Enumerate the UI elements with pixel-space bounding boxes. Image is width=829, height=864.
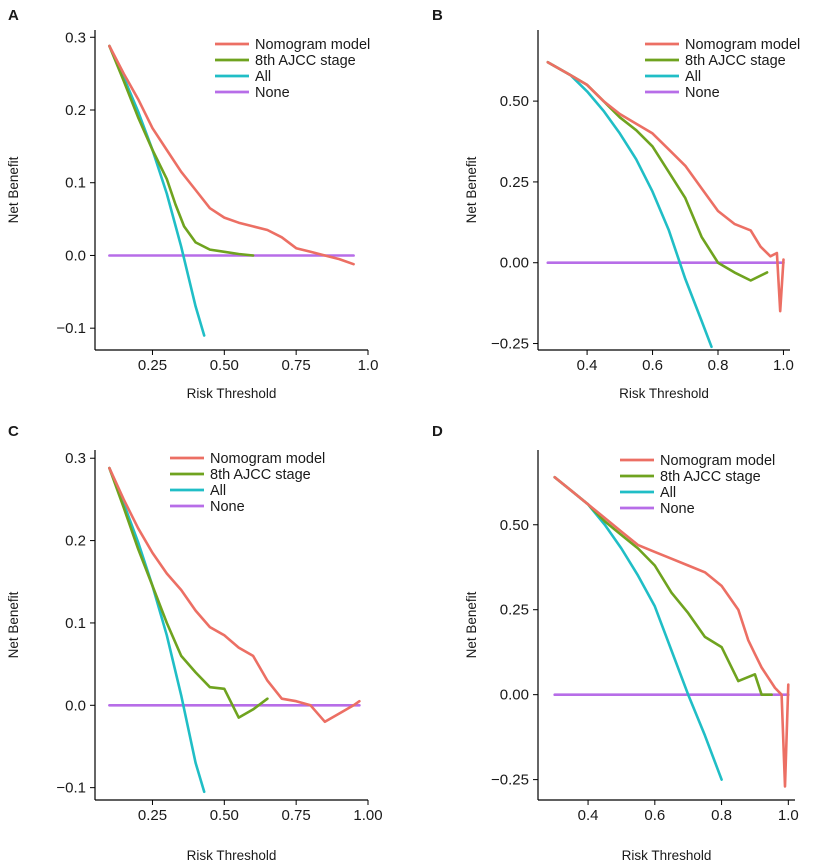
x-tick-label: 1.00 <box>353 807 382 824</box>
y-tick-label: 0.1 <box>65 615 86 632</box>
y-tick-label: 0.50 <box>500 93 529 110</box>
panel-a: A −0.1 0.0 0.1 0.2 0.3 0.25 0.50 0.75 1.0 Risk Th… <box>6 7 378 401</box>
series-line-all <box>108 44 206 337</box>
legend-label-nomogram: Nomogram model <box>660 453 775 469</box>
y-tick-label: 0.3 <box>65 450 86 467</box>
y-tick-label: −0.25 <box>491 772 529 789</box>
x-tick-label: 0.50 <box>210 357 239 374</box>
y-tick-label: 0.2 <box>65 102 86 119</box>
panel-a-letter: A <box>8 7 19 24</box>
series-line-ajcc <box>546 61 769 282</box>
x-tick-label: 0.50 <box>210 807 239 824</box>
x-tick-label: 0.8 <box>708 357 729 374</box>
x-tick-label: 0.25 <box>138 807 167 824</box>
legend-label-all: All <box>210 483 226 499</box>
legend-label-none: None <box>210 499 245 515</box>
y-tick-label: 0.00 <box>500 687 529 704</box>
legend-label-nomogram: Nomogram model <box>685 37 800 53</box>
panel-d: D −0.25 0.00 0.25 0.50 0.4 0.6 0.8 1.0 Risk Thre… <box>432 423 799 863</box>
x-tick-label: 1.0 <box>358 357 379 374</box>
y-axis-label: Net Benefit <box>464 156 479 223</box>
y-axis-label: Net Benefit <box>6 156 21 223</box>
series-line-nomogram <box>108 466 361 724</box>
y-axis-label: Net Benefit <box>6 591 21 658</box>
legend-label-ajcc: 8th AJCC stage <box>660 469 761 485</box>
legend-label-all: All <box>255 69 271 85</box>
x-axis-label: Risk Threshold <box>619 386 709 401</box>
series-line-nomogram <box>108 44 355 266</box>
x-axis-label: Risk Threshold <box>187 386 277 401</box>
panel-b: B −0.25 0.00 0.25 0.50 0.4 0.6 0.8 1.0 Risk Thre… <box>432 7 800 401</box>
series-line-nomogram <box>553 475 790 788</box>
panel-c-letter: C <box>8 423 19 440</box>
series-line-ajcc <box>108 44 255 257</box>
y-tick-label: −0.1 <box>56 780 86 797</box>
legend-label-nomogram: Nomogram model <box>255 37 370 53</box>
x-tick-label: 0.75 <box>282 807 311 824</box>
x-axis-label: Risk Threshold <box>622 848 712 863</box>
y-tick-label: 0.25 <box>500 602 529 619</box>
legend-label-none: None <box>255 85 290 101</box>
x-tick-label: 0.25 <box>138 357 167 374</box>
y-tick-label: 0.2 <box>65 533 86 550</box>
series-line-ajcc <box>108 466 269 719</box>
legend-label-none: None <box>660 501 695 517</box>
series-line-all <box>108 466 206 794</box>
legend-label-all: All <box>685 69 701 85</box>
panel-b-letter: B <box>432 7 443 24</box>
x-tick-label: 1.0 <box>778 807 799 824</box>
legend-label-nomogram: Nomogram model <box>210 451 325 467</box>
legend-label-ajcc: 8th AJCC stage <box>255 53 356 69</box>
series-line-all <box>546 61 713 349</box>
panel-d-letter: D <box>432 423 443 440</box>
legend-label-all: All <box>660 485 676 501</box>
x-tick-label: 0.6 <box>642 357 663 374</box>
x-tick-label: 0.4 <box>577 357 598 374</box>
y-tick-label: 0.50 <box>500 517 529 534</box>
y-tick-label: 0.25 <box>500 174 529 191</box>
x-tick-label: 1.0 <box>773 357 794 374</box>
x-tick-label: 0.4 <box>578 807 599 824</box>
x-tick-label: 0.6 <box>644 807 665 824</box>
y-tick-label: 0.00 <box>500 255 529 272</box>
y-axis-label: Net Benefit <box>464 591 479 658</box>
series-line-all <box>553 475 723 781</box>
y-tick-label: −0.25 <box>491 336 529 353</box>
panel-c: C −0.1 0.0 0.1 0.2 0.3 0.25 0.50 0.75 1.00 Risk T… <box>6 423 383 863</box>
legend-label-ajcc: 8th AJCC stage <box>685 53 786 69</box>
y-tick-label: 0.3 <box>65 29 86 46</box>
y-tick-label: 0.1 <box>65 175 86 192</box>
y-tick-label: −0.1 <box>56 320 86 337</box>
legend-label-ajcc: 8th AJCC stage <box>210 467 311 483</box>
x-tick-label: 0.8 <box>711 807 732 824</box>
x-axis-label: Risk Threshold <box>187 848 277 863</box>
y-tick-label: 0.0 <box>65 697 86 714</box>
series-line-nomogram <box>546 61 785 313</box>
x-tick-label: 0.75 <box>282 357 311 374</box>
y-tick-label: 0.0 <box>65 247 86 264</box>
legend-label-none: None <box>685 85 720 101</box>
